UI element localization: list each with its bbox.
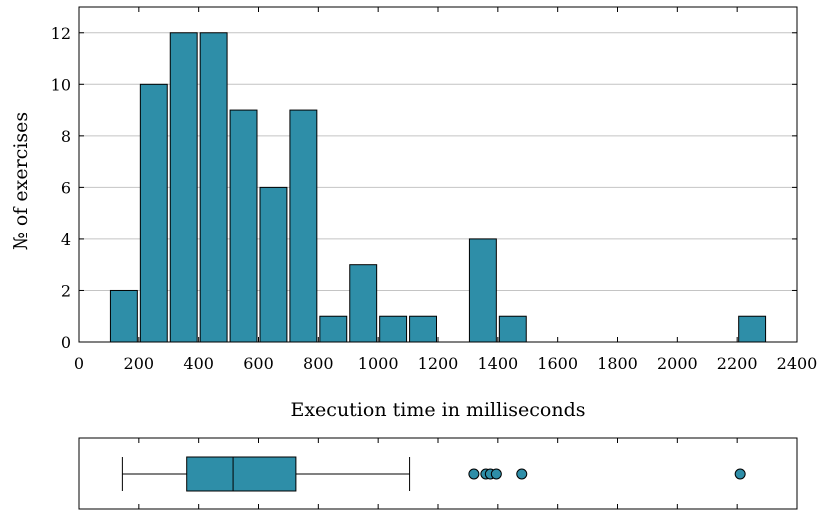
histogram-bar [468,238,497,343]
histogram-bar [349,264,378,343]
boxplot-outlier [490,468,502,480]
x-tick-label: 1000 [358,354,399,373]
x-axis-label: Execution time in milliseconds [290,399,585,421]
histogram-gridlines [79,32,797,291]
histogram-bar [289,109,318,343]
y-tick-label: 12 [51,24,71,43]
histogram-bar [738,315,767,343]
x-tick-label: 1200 [418,354,459,373]
histogram-bar [229,109,258,343]
histogram-bar [498,315,527,343]
boxplot-box [186,456,297,492]
x-tick-label: 2400 [777,354,818,373]
y-tick-label: 0 [61,333,71,352]
histogram-bar [109,289,138,343]
y-tick-label: 6 [61,178,71,197]
boxplot-outlier [516,468,528,480]
histogram-bar [169,32,198,343]
y-tick-label: 8 [61,127,71,146]
y-tick-label: 4 [61,230,71,249]
y-axis-ticks: 0 2 4 6 8 10 12 [51,24,797,352]
x-tick-label: 2200 [717,354,758,373]
histogram-bar [259,186,288,343]
x-tick-label: 800 [303,354,334,373]
x-tick-label: 200 [124,354,155,373]
histogram-bar [319,315,348,343]
boxplot [78,437,798,510]
histogram-bars [109,32,767,343]
y-tick-label: 10 [51,75,71,94]
x-tick-label: 600 [243,354,274,373]
histogram-bar [409,315,438,343]
x-tick-label: 1600 [537,354,578,373]
y-tick-label: 2 [61,281,71,300]
histogram-bar [379,315,408,343]
histogram-bar [199,32,228,343]
boxplot-outlier [468,468,480,480]
y-axis-label: № of exercises [10,112,32,250]
x-tick-label: 0 [74,354,84,373]
x-tick-label: 1400 [477,354,518,373]
histogram-bar [139,83,168,343]
x-tick-label: 1800 [597,354,638,373]
x-tick-label: 2000 [657,354,698,373]
x-tick-label: 400 [183,354,214,373]
x-axis-ticks: 0 200 400 600 800 1000 1200 1400 1600 1800 2000 220… [74,7,817,373]
boxplot-outlier [734,468,746,480]
